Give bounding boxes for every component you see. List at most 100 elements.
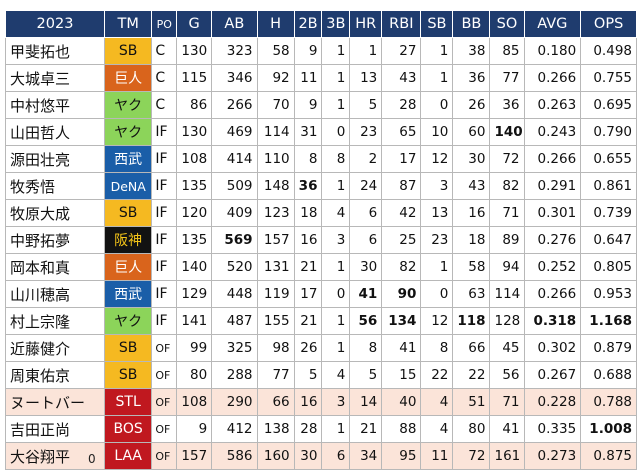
name-cell: 大城卓三 [5,64,105,92]
header-col-tm[interactable]: TM [103,10,153,38]
table-row[interactable]: 大城卓三 巨人 C 115 346 92 11 1 13 43 1 36 77 0.266 0.755 [5,64,637,92]
avg-cell: 0.267 [523,361,582,389]
header-year[interactable]: 2023 [5,10,105,38]
so-cell: 89 [489,226,525,254]
rbi-cell: 28 [381,91,422,119]
name-cell: 村上宗隆 [5,307,105,335]
position-cell: IF [151,118,178,146]
header-col-hr[interactable]: HR [349,10,383,38]
so-cell: 94 [489,253,525,281]
table-row[interactable]: ヌートバー STL OF 108 290 66 16 3 14 40 4 51 71 0.228 0.788 [5,388,637,416]
h-cell: 70 [256,91,295,119]
header-col-h[interactable]: H [256,10,295,38]
team-badge: ヤク [103,91,153,119]
header-col-po[interactable]: PO [151,10,178,38]
ops-cell: 0.790 [580,118,637,146]
table-row[interactable]: 牧原大成 SB IF 120 409 123 18 4 6 42 13 16 71 0.301 0.739 [5,199,637,227]
header-col-g[interactable]: G [176,10,213,38]
position-cell: IF [151,226,178,254]
header-col-ops[interactable]: OPS [580,10,637,38]
table-row[interactable]: 岡本和真 巨人 IF 140 520 131 21 1 30 82 1 58 94 0.252 0.805 [5,253,637,281]
avg-cell: 0.301 [523,199,582,227]
header-col-rbi[interactable]: RBI [381,10,422,38]
bb-cell: 16 [452,199,491,227]
hr-cell: 5 [349,91,383,119]
avg-cell: 0.266 [523,145,582,173]
triples-cell: 4 [321,361,351,389]
table-row[interactable]: 山川穂高 西武 IF 129 448 119 17 0 41 90 0 63 114 0.266 0.953 [5,280,637,308]
avg-cell: 0.318 [523,307,582,335]
footer-tick-label: 0 [88,452,96,466]
table-row[interactable]: 源田壮亮 西武 IF 108 414 110 8 8 2 17 12 30 72 0.266 0.655 [5,145,637,173]
rbi-cell: 134 [381,307,422,335]
name-cell: 近藤健介 [5,334,105,362]
sb-cell: 12 [420,307,454,335]
hr-cell: 6 [349,226,383,254]
name-cell: 中村悠平 [5,91,105,119]
sb-cell: 4 [420,415,454,443]
position-cell: OF [151,388,178,416]
header-col-so[interactable]: SO [489,10,525,38]
table-row[interactable]: 山田哲人 ヤク IF 130 469 114 31 0 23 65 10 60 140 0.243 0.79… [5,118,637,146]
name-cell: 源田壮亮 [5,145,105,173]
rbi-cell: 95 [381,442,422,470]
triples-cell: 1 [321,415,351,443]
triples-cell: 3 [321,226,351,254]
sb-cell: 1 [420,64,454,92]
h-cell: 92 [256,64,295,92]
bb-cell: 80 [452,415,491,443]
team-badge: 阪神 [103,226,153,254]
doubles-cell: 31 [293,118,323,146]
so-cell: 85 [489,37,525,65]
triples-cell: 1 [321,37,351,65]
header-col-sb[interactable]: SB [420,10,454,38]
bb-cell: 30 [452,145,491,173]
table-row[interactable]: 近藤健介 SB OF 99 325 98 26 1 8 41 8 66 45 0.302 0.879 [5,334,637,362]
table-row[interactable]: 吉田正尚 BOS OF 9 412 138 28 1 21 88 4 80 41 0.335 1.008 [5,415,637,443]
ab-cell: 323 [211,37,258,65]
triples-cell: 6 [321,442,351,470]
table-row[interactable]: 大谷翔平 LAA OF 157 586 160 30 6 34 95 11 72 161 0.273 0.8… [5,442,637,470]
sb-cell: 22 [420,361,454,389]
avg-cell: 0.302 [523,334,582,362]
doubles-cell: 17 [293,280,323,308]
header-col-avg[interactable]: AVG [523,10,582,38]
sb-cell: 23 [420,226,454,254]
table-row[interactable]: 甲斐拓也 SB C 130 323 58 9 1 1 27 1 38 85 0.180 0.498 [5,37,637,65]
table-row[interactable]: 中野拓夢 阪神 IF 135 569 157 16 3 6 25 23 18 89 0.276 0.647 [5,226,637,254]
so-cell: 140 [489,118,525,146]
rbi-cell: 17 [381,145,422,173]
table-row[interactable]: 中村悠平 ヤク C 86 266 70 9 1 5 28 0 26 36 0.263 0.695 [5,91,637,119]
ops-cell: 0.655 [580,145,637,173]
header-col-3b[interactable]: 3B [321,10,351,38]
avg-cell: 0.263 [523,91,582,119]
ops-cell: 1.008 [580,415,637,443]
header-col-ab[interactable]: AB [211,10,258,38]
doubles-cell: 21 [293,253,323,281]
table-row[interactable]: 牧秀悟 DeNA IF 135 509 148 36 1 24 87 3 43 82 0.291 0.861 [5,172,637,200]
ops-cell: 1.168 [580,307,637,335]
doubles-cell: 16 [293,226,323,254]
hr-cell: 6 [349,199,383,227]
triples-cell: 8 [321,145,351,173]
team-badge: BOS [103,415,153,443]
header-col-2b[interactable]: 2B [293,10,323,38]
table-row[interactable]: 村上宗隆 ヤク IF 141 487 155 21 1 56 134 12 118 128 0.318 1.… [5,307,637,335]
hr-cell: 30 [349,253,383,281]
rbi-cell: 88 [381,415,422,443]
h-cell: 148 [256,172,295,200]
ops-cell: 0.805 [580,253,637,281]
ab-cell: 414 [211,145,258,173]
ab-cell: 569 [211,226,258,254]
avg-cell: 0.228 [523,388,582,416]
header-col-bb[interactable]: BB [452,10,491,38]
team-badge: SB [103,334,153,362]
so-cell: 77 [489,64,525,92]
table-row[interactable]: 周東佑京 SB OF 80 288 77 5 4 5 15 22 22 56 0.267 0.688 [5,361,637,389]
name-cell: 牧秀悟 [5,172,105,200]
header-row: 2023 TM PO G AB H 2B 3B HR RBI SB BB SO … [5,10,637,38]
bb-cell: 60 [452,118,491,146]
so-cell: 114 [489,280,525,308]
rbi-cell: 90 [381,280,422,308]
ops-cell: 0.755 [580,64,637,92]
